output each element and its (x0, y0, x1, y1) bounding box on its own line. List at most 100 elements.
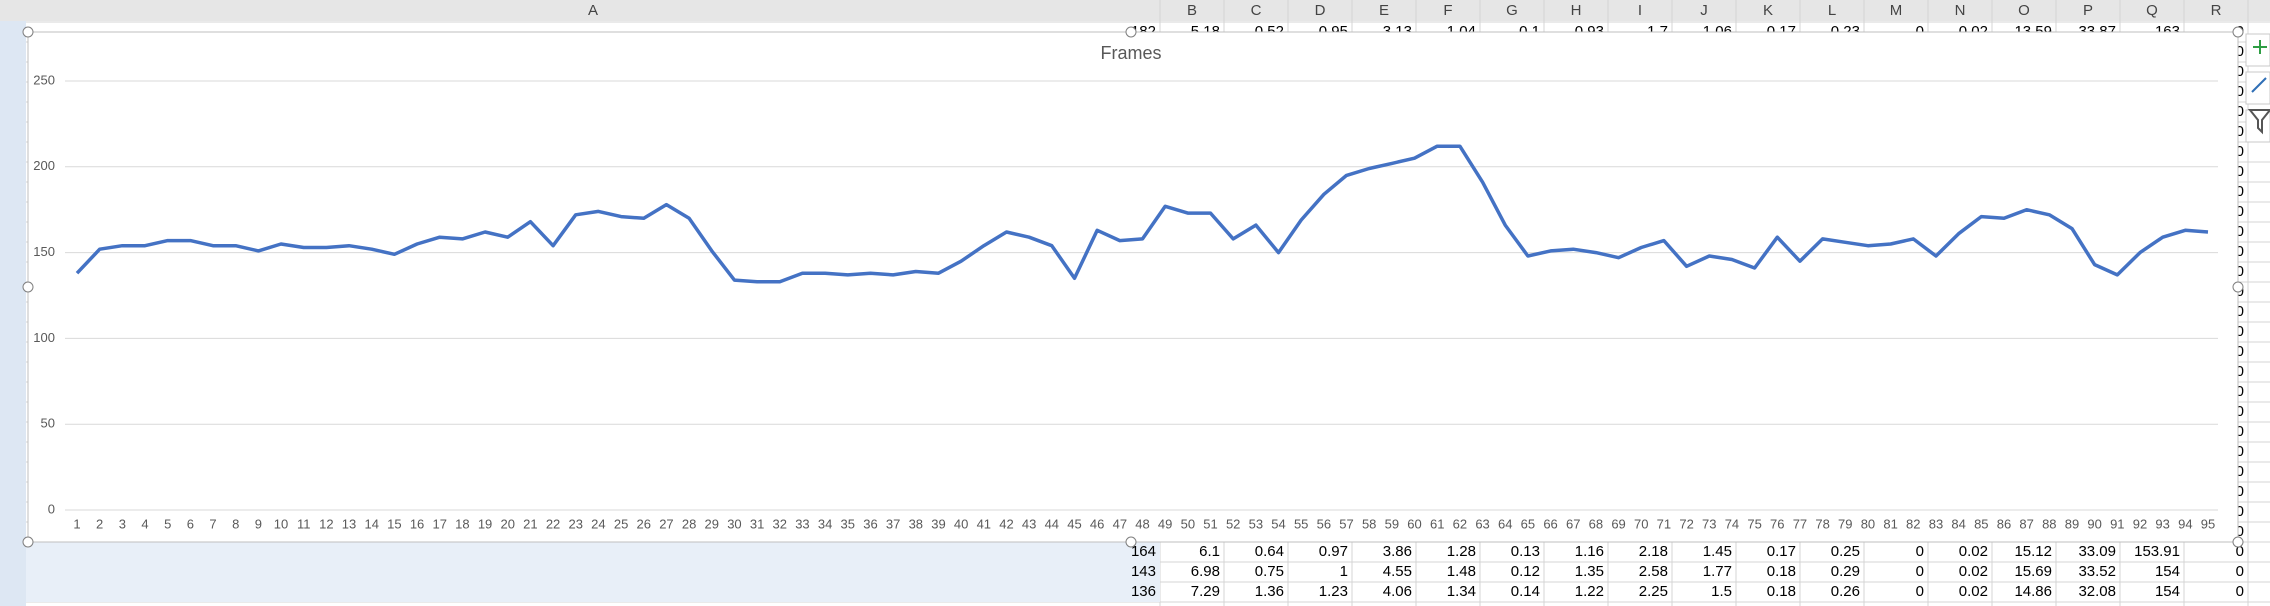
cell: 0 (2236, 303, 2244, 320)
column-header: M (1890, 2, 1903, 19)
column-header: D (1315, 2, 1326, 19)
cell: 15.12 (2014, 543, 2052, 560)
selected-cell (26, 562, 1160, 582)
x-tick-label: 59 (1385, 516, 1399, 531)
x-tick-label: 21 (523, 516, 537, 531)
chart-elements-button-icon (2253, 40, 2267, 54)
x-tick-label: 63 (1475, 516, 1489, 531)
x-tick-label: 32 (773, 516, 787, 531)
cell: 0 (2236, 163, 2244, 180)
cell: 0 (2236, 143, 2244, 160)
column-header: F (1443, 2, 1452, 19)
x-tick-label: 37 (886, 516, 900, 531)
x-tick-label: 34 (818, 516, 832, 531)
x-tick-label: 55 (1294, 516, 1308, 531)
cell: 0 (2236, 343, 2244, 360)
x-tick-label: 11 (297, 516, 311, 531)
x-tick-label: 64 (1498, 516, 1512, 531)
x-tick-label: 91 (2110, 516, 2124, 531)
x-tick-label: 10 (274, 516, 288, 531)
x-tick-label: 7 (209, 516, 216, 531)
x-tick-label: 57 (1339, 516, 1353, 531)
x-tick-label: 46 (1090, 516, 1104, 531)
x-tick-label: 43 (1022, 516, 1036, 531)
column-header: K (1763, 2, 1773, 19)
column-header: H (1571, 2, 1582, 19)
x-tick-label: 16 (410, 516, 424, 531)
x-tick-label: 56 (1317, 516, 1331, 531)
cell: 0 (1916, 543, 1924, 560)
cell: 1 (1340, 563, 1348, 580)
x-tick-label: 35 (841, 516, 855, 531)
chart-filters-button-icon (2247, 109, 2270, 135)
x-tick-label: 70 (1634, 516, 1648, 531)
cell: 0.26 (1831, 583, 1860, 600)
column-header: J (1700, 2, 1708, 19)
x-tick-label: 82 (1906, 516, 1920, 531)
cell: 0 (2236, 403, 2244, 420)
cell: 1.35 (1575, 563, 1604, 580)
resize-handle (2232, 26, 2244, 38)
cell: 0 (2236, 263, 2244, 280)
cell: 6.1 (1199, 543, 1220, 560)
x-tick-label: 48 (1135, 516, 1149, 531)
x-tick-label: 33 (795, 516, 809, 531)
cell: 0 (1916, 23, 1924, 40)
x-tick-label: 13 (342, 516, 356, 531)
x-tick-label: 52 (1226, 516, 1240, 531)
x-tick-label: 6 (187, 516, 194, 531)
column-header: B (1187, 2, 1197, 19)
cell: 0.29 (1831, 563, 1860, 580)
resize-handle (2232, 536, 2244, 548)
x-tick-label: 73 (1702, 516, 1716, 531)
cell: 0 (2236, 63, 2244, 80)
x-tick-label: 26 (637, 516, 651, 531)
x-tick-label: 87 (2019, 516, 2033, 531)
x-tick-label: 38 (909, 516, 923, 531)
x-tick-label: 93 (2155, 516, 2169, 531)
x-tick-label: 5 (164, 516, 171, 531)
column-header: E (1379, 2, 1389, 19)
cell: 0 (2236, 383, 2244, 400)
cell: 0 (2236, 223, 2244, 240)
cell: 0 (2236, 243, 2244, 260)
x-tick-label: 14 (364, 516, 378, 531)
cell: 0 (2236, 563, 2244, 580)
x-tick-label: 25 (614, 516, 628, 531)
x-tick-label: 30 (727, 516, 741, 531)
x-tick-label: 60 (1407, 516, 1421, 531)
cell: 0 (1916, 563, 1924, 580)
x-tick-label: 66 (1543, 516, 1557, 531)
column-header: I (1638, 2, 1642, 19)
column-header: P (2083, 2, 2093, 19)
row-header-strip (0, 21, 26, 606)
chart-elements-button[interactable] (2245, 33, 2270, 67)
x-tick-label: 53 (1249, 516, 1263, 531)
x-tick-label: 92 (2133, 516, 2147, 531)
y-tick-label: 100 (33, 330, 55, 345)
cell: 0.97 (1319, 543, 1348, 560)
chart-styles-button[interactable] (2245, 71, 2270, 105)
cell: 33.52 (2078, 563, 2116, 580)
x-tick-label: 18 (455, 516, 469, 531)
x-tick-label: 80 (1861, 516, 1875, 531)
cell: 0 (2236, 463, 2244, 480)
selected-cell (26, 582, 1160, 602)
cell: 6.98 (1191, 563, 1220, 580)
cell: 0 (2236, 483, 2244, 500)
x-tick-label: 28 (682, 516, 696, 531)
x-tick-label: 41 (977, 516, 991, 531)
x-tick-label: 62 (1453, 516, 1467, 531)
x-tick-label: 1 (73, 516, 80, 531)
cell: 33.09 (2078, 543, 2116, 560)
x-tick-label: 19 (478, 516, 492, 531)
cell: 0.02 (1959, 563, 1988, 580)
data-line (75, 144, 2209, 284)
cell: 1.77 (1703, 563, 1732, 580)
x-tick-label: 3 (119, 516, 126, 531)
chart-styles-button-icon (2251, 77, 2267, 93)
cell: 136 (1131, 583, 1156, 600)
cell: 0.17 (1767, 543, 1796, 560)
